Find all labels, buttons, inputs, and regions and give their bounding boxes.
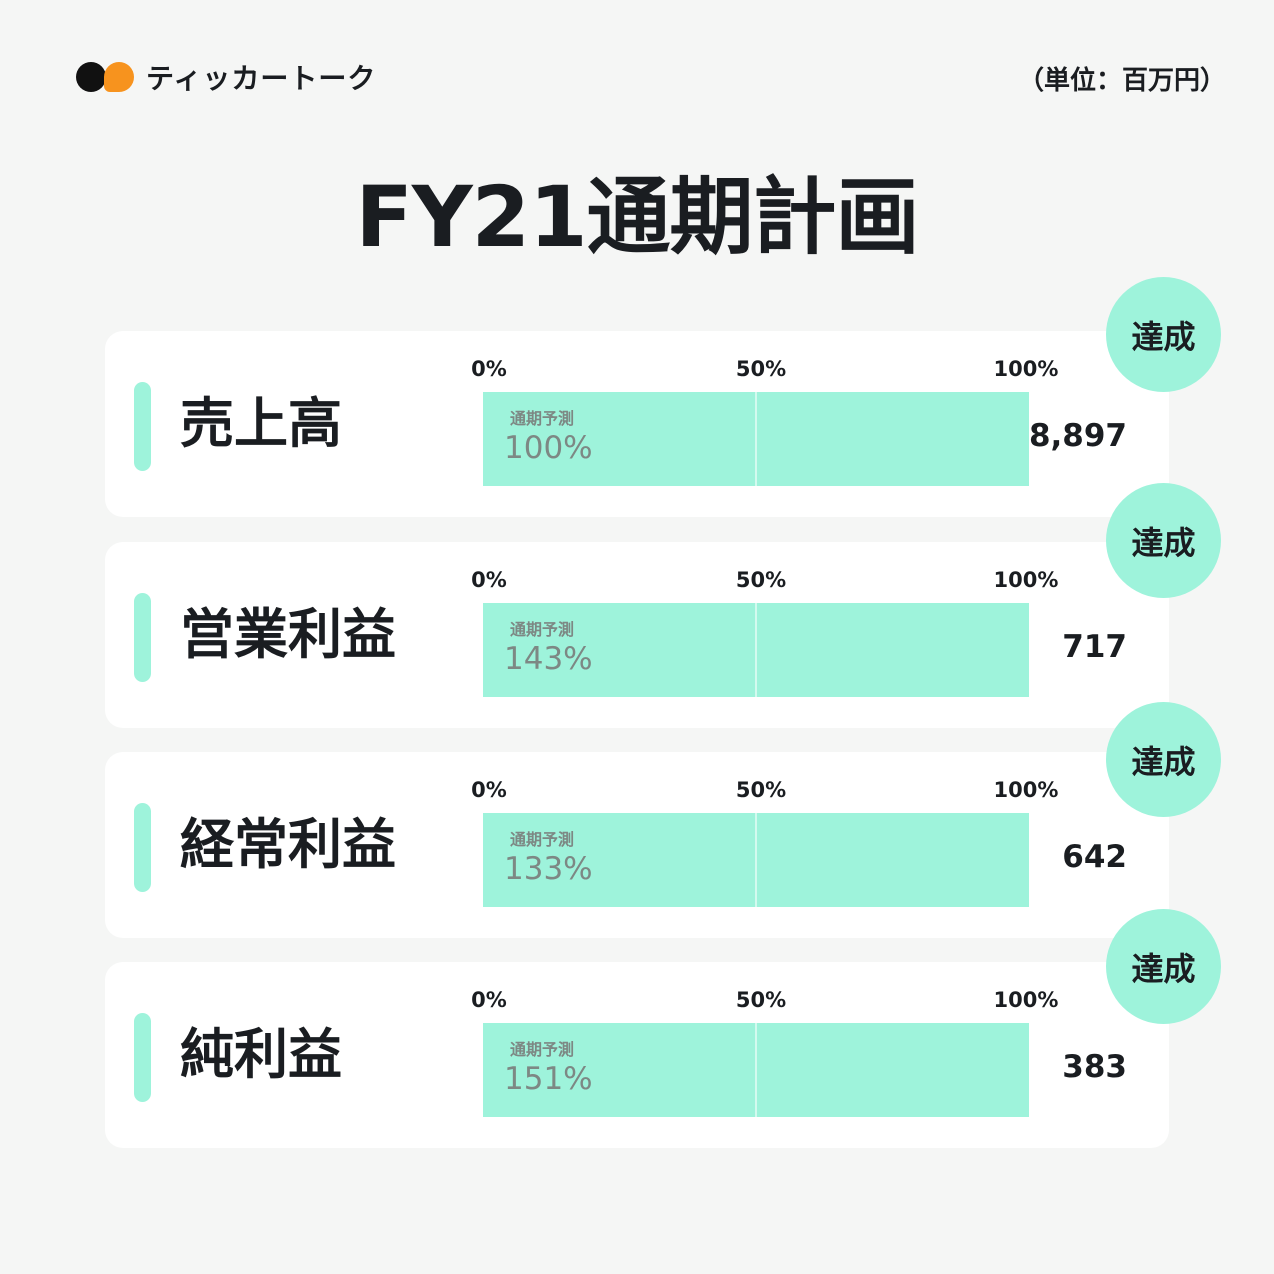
metric-card: 経常利益 0% 50% 100% 通期予測 133% 642 [105,752,1169,938]
axis-tick-label: 100% [993,778,1059,802]
metric-label: 経常利益 [180,813,396,876]
midpoint-line [755,1023,757,1117]
brand-logo: ティッカートーク [76,58,376,96]
metric-card: 営業利益 0% 50% 100% 通期予測 143% 717 [105,542,1169,728]
page-title: FY21通期計画 [355,168,919,266]
progress-bar-track: 通期予測 143% [483,603,1029,697]
axis-tick-label: 0% [471,357,507,381]
progress-bar-track: 通期予測 133% [483,813,1029,907]
axis-tick-label: 0% [471,778,507,802]
achieved-badge: 達成 [1106,277,1221,392]
bar-caption: 通期予測 [510,830,575,849]
card-accent-bar [134,1013,151,1102]
metric-label: 売上高 [180,392,342,455]
axis-tick-label: 50% [735,568,787,592]
axis-tick-label: 50% [735,357,787,381]
bar-percent-label: 143% [504,641,593,677]
midpoint-line [755,603,757,697]
metric-value: 642 [1062,839,1127,875]
bar-caption: 通期予測 [510,409,575,428]
unit-label: （単位：百万円） [1017,66,1226,96]
metric-label: 営業利益 [180,603,396,666]
card-accent-bar [134,803,151,892]
bar-percent-label: 133% [504,851,593,887]
bar-percent-label: 151% [504,1061,593,1097]
bar-percent-label: 100% [504,430,593,466]
brand-name: ティッカートーク [146,62,377,95]
metric-value: 383 [1062,1049,1127,1085]
logo-mark-icon [76,59,136,95]
metric-card: 純利益 0% 50% 100% 通期予測 151% 383 [105,962,1169,1148]
axis-tick-label: 100% [993,568,1059,592]
axis-tick-label: 100% [993,988,1059,1012]
progress-bar-track: 通期予測 100% [483,392,1029,486]
axis-tick-label: 0% [471,988,507,1012]
midpoint-line [755,392,757,486]
metric-value: 8,897 [1028,418,1127,454]
metric-value: 717 [1062,629,1127,665]
card-accent-bar [134,382,151,471]
metric-label: 純利益 [180,1023,342,1086]
achieved-badge: 達成 [1106,909,1221,1024]
metric-card: 売上高 0% 50% 100% 通期予測 100% 8,897 [105,331,1169,517]
axis-tick-label: 100% [993,357,1059,381]
progress-bar-track: 通期予測 151% [483,1023,1029,1117]
achieved-badge: 達成 [1106,702,1221,817]
midpoint-line [755,813,757,907]
axis-tick-label: 50% [735,988,787,1012]
axis-tick-label: 50% [735,778,787,802]
achieved-badge: 達成 [1106,483,1221,598]
axis-tick-label: 0% [471,568,507,592]
bar-caption: 通期予測 [510,1040,575,1059]
bar-caption: 通期予測 [510,620,575,639]
card-accent-bar [134,593,151,682]
